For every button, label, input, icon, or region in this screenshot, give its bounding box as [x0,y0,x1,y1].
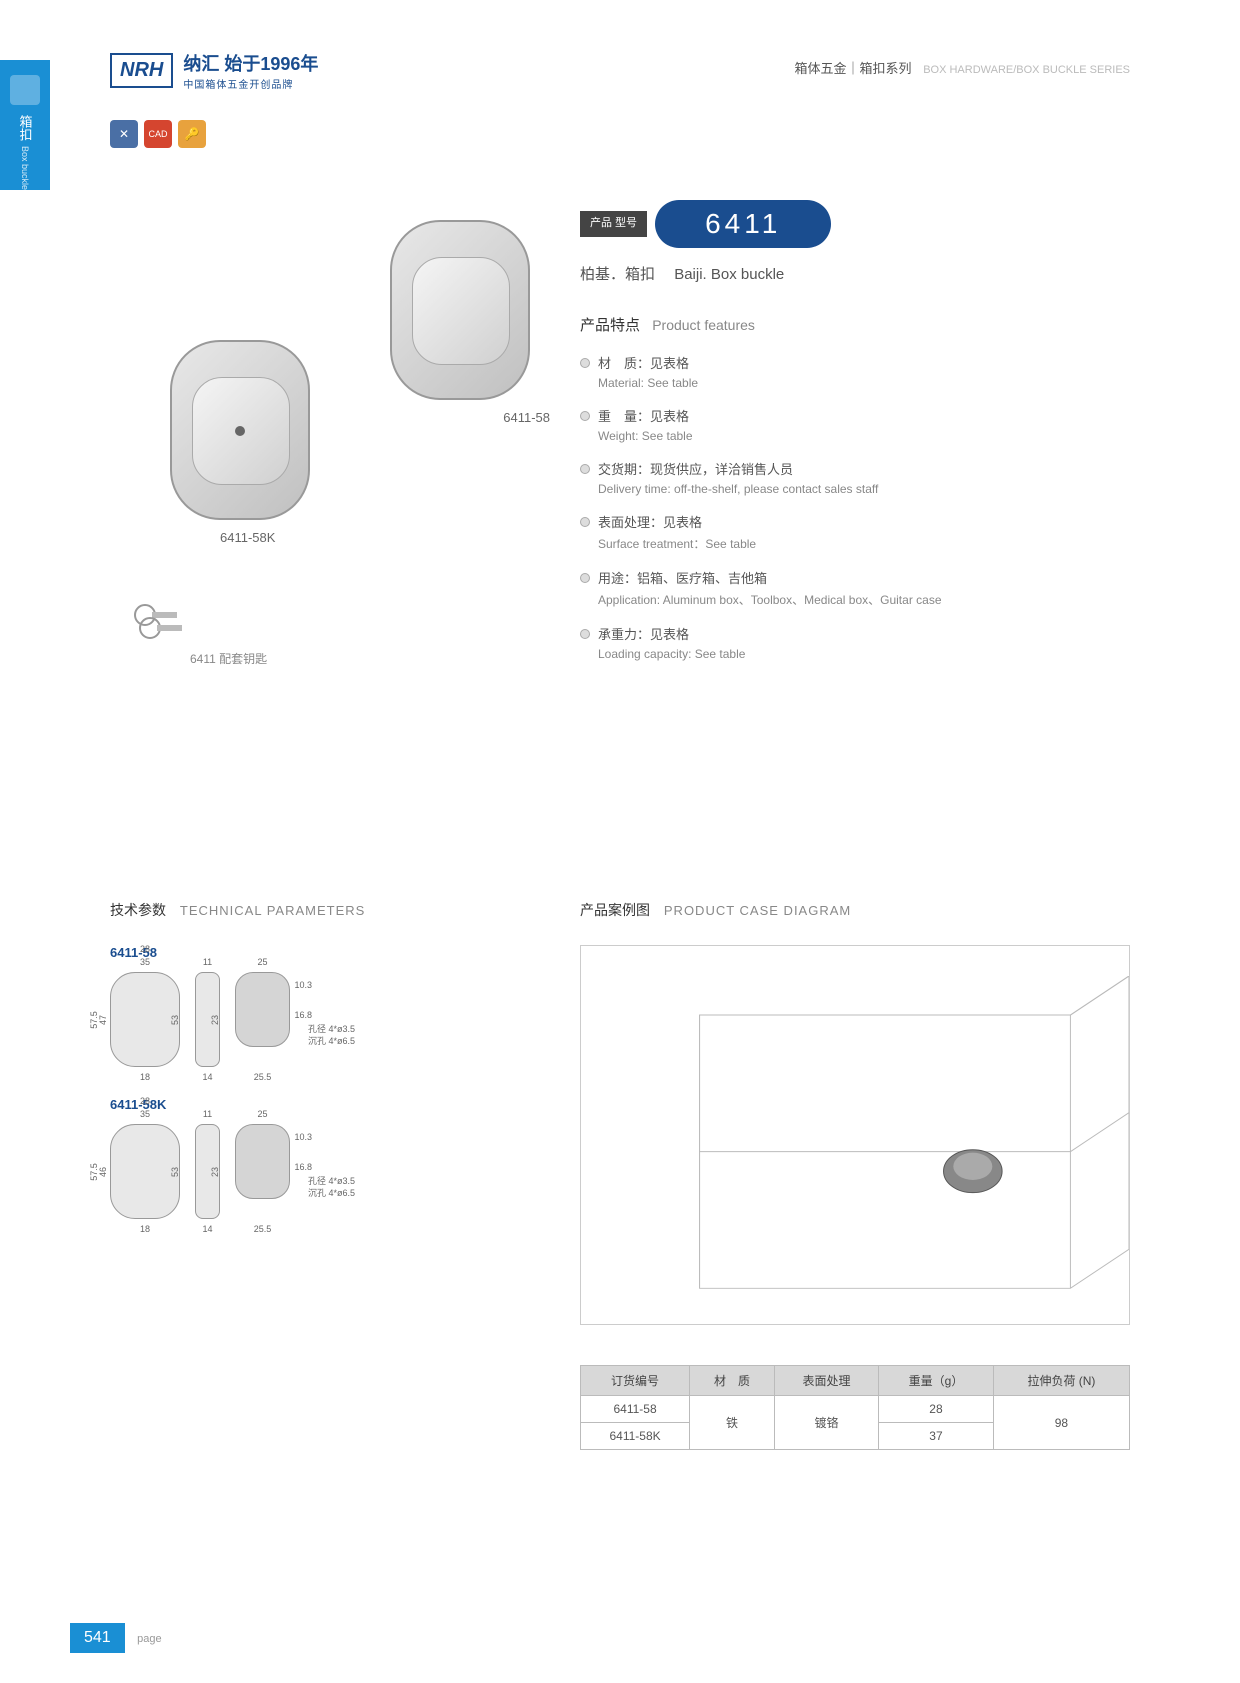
feature-item: 交货期：现货供应，详洽销售人员 Delivery time: off-the-sh… [580,459,1130,496]
page-footer: 541 page [70,1623,162,1653]
drawing-view: 252325.510.316.8孔径 4*ø3.5沉孔 4*ø6.5 [235,972,290,1067]
feature-en: Application: Aluminum box、Toolbox、Medica… [598,591,1130,608]
logo-mark: NRH [110,53,173,88]
feature-en: Surface treatment：See table [598,535,1130,552]
tools-icon: ✕ [110,120,138,148]
feature-zh: 用途：铝箱、医疗箱、吉他箱 [598,568,1130,587]
table-row: 6411-58铁镀铬2898 [581,1396,1130,1423]
hole-note: 孔径 4*ø3.5沉孔 4*ø6.5 [308,1024,355,1047]
drawing-set: 352857.54618115314252325.510.316.8孔径 4*ø… [110,1124,530,1219]
key-icon: 🔑 [178,120,206,148]
tech-title: 技术参数 TECHNICAL PARAMETERS [110,900,530,920]
icon-row: ✕ CAD 🔑 [110,120,206,148]
table-header: 拉伸负荷 (N) [993,1366,1129,1396]
feature-en: Material: See table [598,376,1130,390]
hole-note: 孔径 4*ø3.5沉孔 4*ø6.5 [308,1176,355,1199]
cell-code: 6411-58 [581,1396,690,1423]
drawing-view: 252325.510.316.8孔径 4*ø3.5沉孔 4*ø6.5 [235,1124,290,1219]
buckle-label-1: 6411-58 [503,410,550,425]
drawing-label: 6411-58 [110,945,530,960]
buckle-label-2: 6411-58K [220,530,275,545]
header: NRH 纳汇 始于1996年 中国箱体五金开创品牌 箱体五金｜箱扣系列 BOX … [110,50,1130,91]
logo-sub: 中国箱体五金开创品牌 [183,76,318,91]
buckle-icon [10,75,40,105]
cell-load: 98 [993,1396,1129,1450]
feature-en: Weight: See table [598,429,1130,443]
cad-icon: CAD [144,120,172,148]
feature-zh: 承重力：见表格 [598,624,1130,643]
breadcrumb: 箱体五金｜箱扣系列 BOX HARDWARE/BOX BUCKLE SERIES [795,58,1130,77]
tech-section: 技术参数 TECHNICAL PARAMETERS 6411-58 352857.… [110,900,530,1249]
features-list: 材 质：见表格 Material: See table 重 量：见表格 Weight:… [580,353,1130,661]
key-label: 6411 配套钥匙 [190,650,267,667]
drawing-label: 6411-58K [110,1097,530,1112]
side-tab-en: Box buckle [20,146,30,190]
table-header: 重量（g） [879,1366,994,1396]
cell-weight: 28 [879,1396,994,1423]
features-title: 产品特点 Product features [580,314,1130,335]
feature-zh: 表面处理：见表格 [598,512,1130,531]
specs-table: 订货编号材 质表面处理重量（g）拉伸负荷 (N) 6411-58铁镀铬28986… [580,1365,1130,1450]
buckle-image-1 [390,220,530,400]
cell-weight: 37 [879,1423,994,1450]
breadcrumb-zh: 箱体五金｜箱扣系列 [795,61,912,76]
page-number: 541 [70,1623,125,1653]
cell-code: 6411-58K [581,1423,690,1450]
feature-item: 用途：铝箱、医疗箱、吉他箱 Application: Aluminum box、T… [580,568,1130,608]
drawing-set: 352857.54718115314252325.510.316.8孔径 4*ø… [110,972,530,1067]
product-images: 6411-58 6411-58K 6411 配套钥匙 [130,220,550,640]
feature-item: 承重力：见表格 Loading capacity: See table [580,624,1130,661]
breadcrumb-en: BOX HARDWARE/BOX BUCKLE SERIES [923,64,1130,76]
feature-item: 表面处理：见表格 Surface treatment：See table [580,512,1130,552]
table-header: 表面处理 [775,1366,879,1396]
feature-zh: 材 质：见表格 [598,353,1130,372]
feature-item: 重 量：见表格 Weight: See table [580,406,1130,443]
feature-item: 材 质：见表格 Material: See table [580,353,1130,390]
case-title: 产品案例图 PRODUCT CASE DIAGRAM [580,900,1130,920]
product-name: 柏基．箱扣 Baiji. Box buckle [580,263,1130,284]
side-tab-zh: 箱扣 [16,115,35,141]
case-section: 产品案例图 PRODUCT CASE DIAGRAM 订货编号材 质表面处理重量… [580,900,1130,1450]
page-label: page [137,1633,161,1645]
model-tag: 产品 型号 [580,211,647,236]
case-diagram [580,945,1130,1325]
keys-image [130,600,190,650]
table-header: 材 质 [690,1366,775,1396]
feature-en: Loading capacity: See table [598,647,1130,661]
product-info: 产品 型号 6411 柏基．箱扣 Baiji. Box buckle 产品特点 … [580,200,1130,677]
feature-en: Delivery time: off-the-shelf, please con… [598,482,1130,496]
feature-zh: 重 量：见表格 [598,406,1130,425]
table-header: 订货编号 [581,1366,690,1396]
buckle-image-2 [170,340,310,520]
logo-block: NRH 纳汇 始于1996年 中国箱体五金开创品牌 [110,50,318,91]
feature-zh: 交货期：现货供应，详洽销售人员 [598,459,1130,478]
logo-main: 纳汇 始于1996年 [183,50,318,76]
cell-material: 铁 [690,1396,775,1450]
cell-surface: 镀铬 [775,1396,879,1450]
model-number: 6411 [655,200,831,248]
side-tab: 箱扣 Box buckle [0,60,50,190]
